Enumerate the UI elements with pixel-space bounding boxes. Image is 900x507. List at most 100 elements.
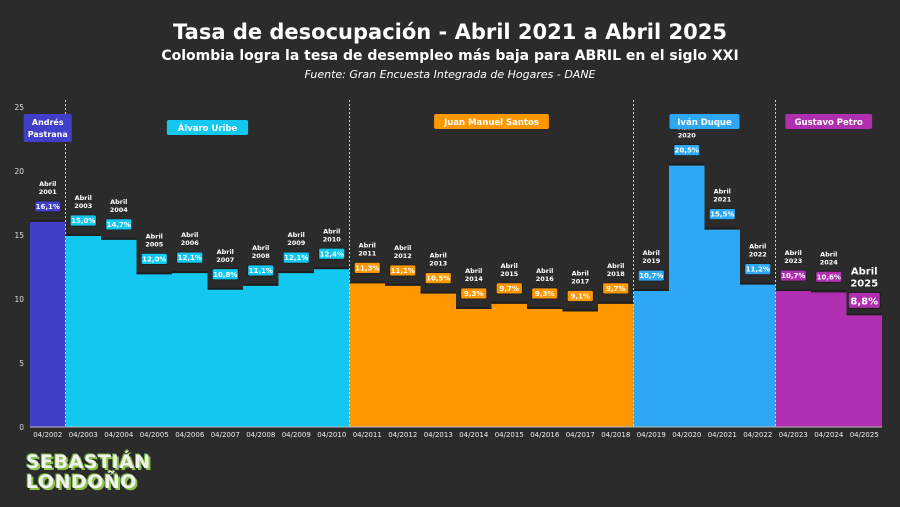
x-tick-label: 04/2020: [672, 431, 701, 439]
period-label: 2001: [39, 188, 58, 196]
bar: [562, 310, 598, 427]
x-tick-label: 04/2023: [779, 431, 808, 439]
value-badge: [637, 269, 665, 282]
value-label: 20,5%: [675, 147, 699, 155]
y-tick-label: 15: [14, 231, 24, 240]
period-label: 2010: [323, 235, 342, 243]
y-tick-label: 10: [14, 295, 24, 304]
value-label: 12,1%: [178, 254, 202, 262]
period-label: 2018: [607, 270, 626, 278]
bar: [314, 268, 350, 427]
x-tick-label: 04/2008: [246, 431, 275, 439]
x-tick-label: 04/2003: [69, 431, 98, 439]
period-label: 2017: [571, 278, 589, 286]
period-label: Abril: [820, 250, 837, 258]
value-badge: [353, 261, 381, 274]
chart-title: Tasa de desocupación - Abril 2021 a Abri…: [173, 20, 727, 44]
value-badge: [282, 251, 310, 264]
period-label: Abril: [465, 267, 482, 275]
value-label: 11,3%: [355, 264, 379, 272]
value-label: 16,1%: [36, 203, 60, 211]
period-label: Abril: [146, 232, 163, 240]
president-tag: [166, 120, 249, 135]
bar: [30, 220, 66, 427]
period-label: 2009: [287, 239, 306, 247]
value-badge: [176, 251, 204, 264]
value-label: 9,7%: [500, 285, 519, 293]
x-tick-label: 04/2019: [637, 431, 666, 439]
bar: [491, 302, 527, 427]
period-label: Abril: [572, 270, 589, 278]
period-label: Abril: [714, 188, 731, 196]
period-label: 2008: [252, 252, 271, 260]
value-badge: [105, 218, 133, 231]
y-tick-label: 0: [19, 423, 24, 432]
value-label: 9,1%: [571, 293, 590, 301]
value-badge: [69, 214, 97, 227]
x-tick-label: 04/2018: [601, 431, 630, 439]
x-tick-label: 04/2017: [566, 431, 595, 439]
president-name: Gustavo Petro: [795, 118, 863, 128]
president-tag: [669, 114, 740, 129]
x-tick-label: 04/2024: [814, 431, 844, 439]
period-label: 2003: [74, 202, 92, 210]
period-label: Abril: [394, 244, 411, 252]
value-label: 9,3%: [535, 290, 554, 298]
period-label: 2007: [216, 256, 234, 264]
period-label: 2006: [181, 239, 200, 247]
period-label: 2016: [536, 275, 555, 283]
bar: [527, 307, 563, 427]
value-label: 8,8%: [850, 296, 878, 307]
period-label: Abril: [430, 252, 447, 260]
president-tag: [785, 114, 873, 129]
value-label: 11,1%: [249, 267, 273, 275]
period-label: 2014: [465, 275, 484, 283]
period-label: Abril: [607, 262, 624, 270]
period-label: 2019: [642, 257, 661, 265]
period-label: Abril: [288, 231, 305, 239]
president-name: Álvaro Uribe: [178, 122, 238, 134]
president-tag: [23, 114, 72, 142]
bar: [456, 307, 492, 427]
period-label: Abril: [749, 243, 766, 251]
x-tick-label: 04/2013: [424, 431, 453, 439]
value-badge: [531, 287, 559, 300]
value-label: 12,4%: [320, 250, 344, 258]
value-badge: [708, 208, 736, 221]
value-badge: [318, 247, 346, 260]
bar: [846, 314, 882, 427]
period-label: 2004: [110, 206, 129, 214]
value-badge: [744, 263, 772, 276]
x-tick-label: 04/2015: [495, 431, 524, 439]
x-tick-label: 04/2025: [850, 431, 879, 439]
period-label: 2005: [145, 240, 164, 248]
period-label: Abril: [181, 231, 198, 239]
period-label: 2011: [358, 249, 377, 257]
value-label: 15,5%: [710, 211, 734, 219]
value-badge: [211, 268, 239, 281]
value-label: 9,3%: [464, 290, 483, 298]
period-label: Abril: [851, 266, 878, 277]
y-tick-label: 25: [14, 103, 24, 112]
period-label: Abril: [75, 194, 92, 202]
president-name: Pastrana: [28, 130, 68, 139]
president-name: Andrés: [32, 117, 64, 127]
x-tick-label: 04/2014: [459, 431, 489, 439]
value-label: 12,1%: [284, 254, 308, 262]
value-label: 10,6%: [817, 273, 841, 281]
period-label: 2022: [749, 251, 767, 259]
bar: [633, 290, 669, 427]
y-tick-label: 20: [14, 167, 24, 176]
period-label: Abril: [359, 241, 376, 249]
x-tick-label: 04/2005: [140, 431, 169, 439]
bar: [669, 164, 705, 427]
x-tick-label: 04/2016: [530, 431, 560, 439]
value-label: 10,8%: [213, 271, 237, 279]
value-badge: [34, 200, 62, 213]
period-label: 2020: [678, 132, 697, 140]
bar: [775, 290, 811, 427]
bar: [243, 284, 279, 427]
bar: [598, 302, 634, 427]
value-badge: [247, 264, 275, 277]
period-label: 2015: [500, 270, 519, 278]
